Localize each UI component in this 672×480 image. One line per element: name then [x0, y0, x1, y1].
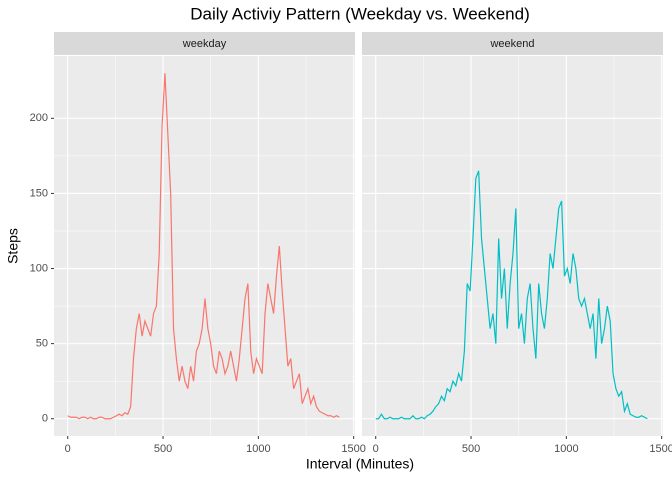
- y-tick-label: 150: [30, 187, 48, 199]
- y-tick-label: 50: [36, 338, 48, 350]
- y-axis-title: Steps: [5, 228, 21, 264]
- y-tick-label: 100: [30, 262, 48, 274]
- x-tick-label: 1500: [649, 443, 672, 455]
- x-tick-label: 500: [154, 443, 172, 455]
- x-tick-label: 0: [373, 443, 379, 455]
- data-line: [67, 73, 340, 420]
- x-tick-label: 1500: [341, 443, 365, 455]
- strip-label: weekday: [182, 38, 227, 50]
- y-tick-label: 200: [30, 112, 48, 124]
- x-tick-label: 1000: [554, 443, 578, 455]
- x-tick-label: 1000: [246, 443, 270, 455]
- panel: [54, 56, 355, 436]
- strip-label: weekend: [489, 38, 534, 50]
- x-tick-label: 500: [462, 443, 480, 455]
- chart-title: Daily Activiy Pattern (Weekday vs. Weeke…: [190, 4, 530, 23]
- strip: [362, 32, 663, 55]
- panel: [362, 56, 663, 436]
- data-line: [375, 170, 648, 420]
- y-tick-label: 0: [42, 413, 48, 425]
- x-tick-label: 0: [65, 443, 71, 455]
- x-axis-title: Interval (Minutes): [306, 456, 414, 472]
- strip: [54, 32, 355, 55]
